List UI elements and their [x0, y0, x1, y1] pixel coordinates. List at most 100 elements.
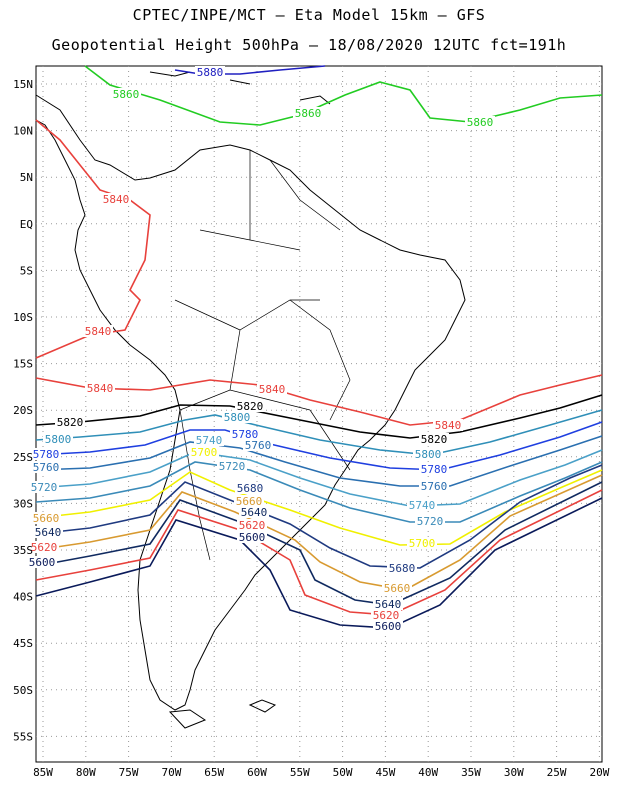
contour-label-bg	[43, 433, 73, 445]
caribbean-islands	[149, 71, 331, 105]
contour-label-5720: 5720	[31, 481, 58, 494]
lat-tick-label: 5N	[20, 171, 33, 184]
contour-label-bg	[293, 107, 323, 119]
contour-5860	[84, 65, 603, 126]
contour-label-5720: 5720	[417, 515, 444, 528]
lat-tick-label: 50S	[13, 684, 33, 697]
contour-label-5620: 5620	[239, 519, 266, 532]
contour-label-bg	[419, 480, 449, 492]
contour-5820	[35, 394, 603, 439]
contour-label-bg	[55, 416, 85, 428]
contour-5880	[174, 65, 326, 75]
lat-tick-label: 45S	[13, 637, 33, 650]
lon-tick-label: 50W	[333, 766, 353, 779]
axis-ticks: 85W 80W 75W 70W 65W 60W 55W 50W 45W 40W 35W 30W 25W 2…	[13, 78, 610, 779]
contour-label-5680: 5680	[389, 562, 416, 575]
contour-label-bg	[237, 531, 267, 543]
contour-label-bg	[433, 419, 463, 431]
contour-label-5600: 5600	[239, 531, 266, 544]
contour-label-bg	[194, 434, 224, 446]
lat-tick-label: 35S	[13, 544, 33, 557]
contour-label-5740: 5740	[409, 499, 436, 512]
lat-tick-label: 15N	[13, 78, 33, 91]
contour-label-bg	[413, 448, 443, 460]
lon-tick-label: 40W	[418, 766, 438, 779]
contour-label-5600: 5600	[375, 620, 402, 633]
contour-label-bg	[217, 460, 247, 472]
contour-label-5680: 5680	[237, 482, 264, 495]
contour-label-bg	[85, 382, 115, 394]
contour-label-bg	[371, 609, 401, 621]
lon-tick-label: 30W	[504, 766, 524, 779]
contour-label-5700: 5700	[409, 537, 436, 550]
falkland-islands	[248, 699, 277, 713]
lat-tick-label: 10N	[13, 125, 33, 138]
contour-label-bg	[257, 383, 287, 395]
lat-tick-label: 10S	[13, 311, 33, 324]
contour-label-5840: 5840	[87, 382, 114, 395]
contour-label-bg	[33, 526, 63, 538]
contour-label-5700: 5700	[191, 446, 218, 459]
lon-tick-label: 60W	[247, 766, 267, 779]
contour-5640	[35, 481, 603, 606]
lon-tick-label: 75W	[119, 766, 139, 779]
lat-tick-label: 20S	[13, 404, 33, 417]
contour-label-5740: 5740	[196, 434, 223, 447]
contour-label-5660: 5660	[384, 582, 411, 595]
contour-label-5840: 5840	[259, 383, 286, 396]
contour-label-bg	[382, 582, 412, 594]
south-america-coast	[35, 94, 466, 711]
contour-5740	[35, 449, 603, 507]
contour-label-5760: 5760	[33, 461, 60, 474]
lon-tick-label: 70W	[161, 766, 181, 779]
contour-label-5660: 5660	[236, 495, 263, 508]
lat-tick-label: 5S	[20, 264, 33, 277]
country-borders	[174, 150, 351, 561]
map-frame	[35, 65, 603, 763]
contour-5660	[35, 474, 603, 591]
lon-tick-label: 25W	[547, 766, 567, 779]
contour-5700	[35, 469, 603, 546]
contour-label-bg	[419, 433, 449, 445]
contour-label-5840: 5840	[435, 419, 462, 432]
contour-label-bg	[230, 428, 260, 440]
contour-label-5820: 5820	[421, 433, 448, 446]
contour-5780	[35, 421, 603, 471]
contour-label-bg	[234, 495, 264, 507]
contour-label-5620: 5620	[373, 609, 400, 622]
coastlines	[35, 71, 466, 729]
contour-label-5780: 5780	[33, 448, 60, 461]
contour-label-bg	[31, 512, 61, 524]
lon-tick-label: 85W	[33, 766, 53, 779]
lat-tick-label: 40S	[13, 591, 33, 604]
contour-label-bg	[387, 562, 417, 574]
lat-tick-label: 55S	[13, 730, 33, 743]
contour-label-bg	[29, 541, 59, 553]
contour-label-bg	[31, 461, 61, 473]
contour-label-5800: 5800	[45, 433, 72, 446]
contour-label-bg	[407, 499, 437, 511]
contour-label-5640: 5640	[375, 598, 402, 611]
map-subtitle: Geopotential Height 500hPa – 18/08/2020 …	[51, 36, 567, 54]
graticule	[36, 66, 602, 762]
lon-tick-label: 55W	[290, 766, 310, 779]
lon-tick-label: 45W	[375, 766, 395, 779]
contour-label-5640: 5640	[35, 526, 62, 539]
contour-label-bg	[373, 620, 403, 632]
contour-label-bg	[407, 537, 437, 549]
map-title: CPTEC/INPE/MCT – Eta Model 15km – GFS	[132, 6, 486, 24]
contour-label-bg	[189, 446, 219, 458]
contour-label-5880: 5880	[197, 66, 224, 79]
contour-5760	[35, 435, 603, 487]
contour-label-bg	[235, 400, 265, 412]
tierra-del-fuego	[168, 709, 207, 729]
lat-tick-label: 30S	[13, 497, 33, 510]
lon-tick-label: 65W	[204, 766, 224, 779]
contour-label-bg	[222, 411, 252, 423]
contour-label-5720: 5720	[219, 460, 246, 473]
contour-label-bg	[31, 448, 61, 460]
contour-5840	[35, 119, 603, 426]
contour-5720	[35, 461, 603, 523]
contour-label-5640: 5640	[241, 506, 268, 519]
